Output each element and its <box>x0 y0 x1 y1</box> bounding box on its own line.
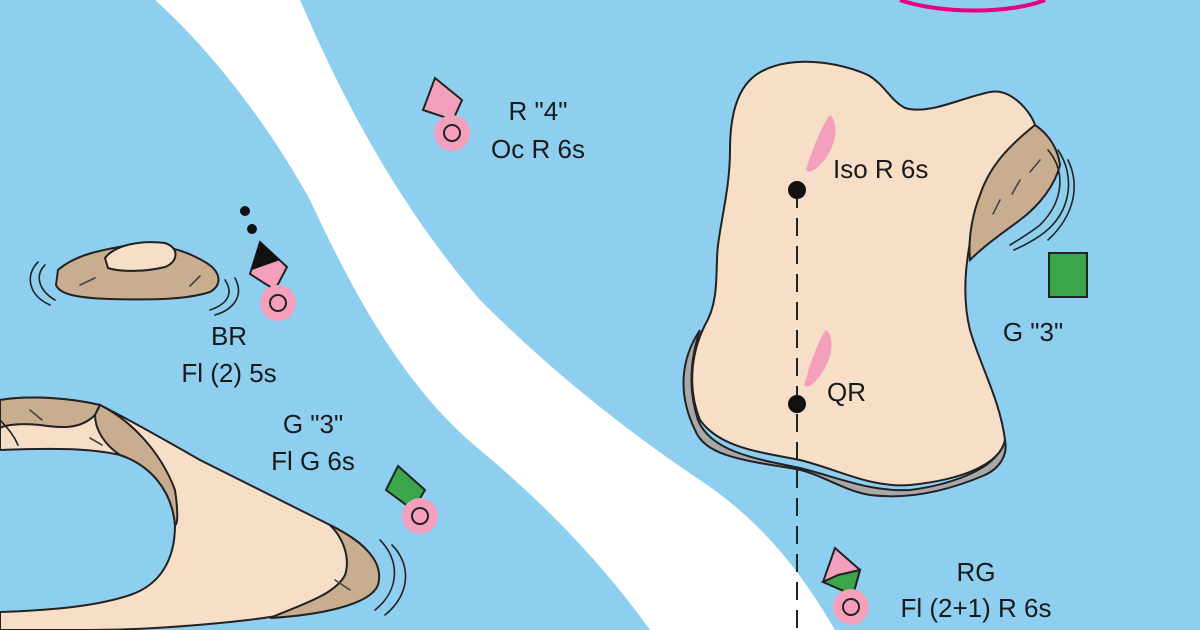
light-position-dot <box>788 181 806 199</box>
buoy-r4-name: R "4" <box>509 96 568 126</box>
buoy-position-circle <box>411 507 429 525</box>
light-position-dot <box>788 395 806 413</box>
topmark-ball-icon <box>240 206 250 216</box>
restricted-area-boundary <box>899 0 1046 13</box>
light-flare-icon <box>806 115 836 172</box>
buoy-black-band <box>250 242 280 274</box>
buoy-position-circle <box>443 124 461 142</box>
light-qr-label: QR <box>827 377 866 407</box>
buoy-r4-light: Oc R 6s <box>491 134 585 164</box>
island-shadow <box>682 329 1007 498</box>
light-iso-label: Iso R 6s <box>833 154 928 184</box>
daybeacon-label: G "3" <box>1003 317 1063 347</box>
buoy-br-light: Fl (2) 5s <box>181 358 276 388</box>
dredged-channel <box>155 0 835 630</box>
rock-face <box>269 524 381 619</box>
buoy-br-name: BR <box>211 321 247 351</box>
buoy-g3-name: G "3" <box>283 409 343 439</box>
island <box>691 60 1037 487</box>
rock-face <box>0 396 102 430</box>
buoy-rg-light: Fl (2+1) R 6s <box>901 593 1052 623</box>
buoy-rg-name: RG <box>957 557 996 587</box>
green-square-daybeacon-icon <box>1048 252 1088 298</box>
rock-face <box>93 403 179 527</box>
rock-face <box>968 123 1062 263</box>
buoy-position-circle <box>269 294 287 312</box>
rock-top <box>103 241 177 272</box>
light-flare-icon <box>804 330 832 387</box>
topmark-ball-icon <box>247 224 257 234</box>
buoy-position-circle <box>842 598 860 616</box>
buoy-g3-light: Fl G 6s <box>271 446 355 476</box>
